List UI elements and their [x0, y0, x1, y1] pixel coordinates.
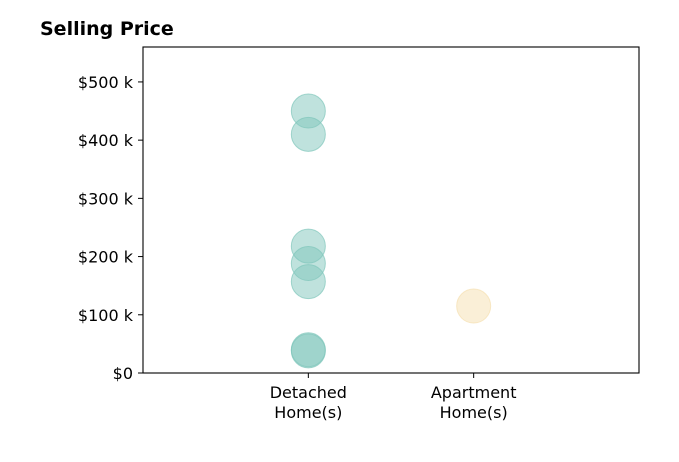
chart-title: Selling Price — [40, 18, 174, 40]
y-tick-label: $300 k — [78, 189, 134, 208]
x-axis: Detached Home(s) Apartment Home(s) — [270, 373, 517, 422]
x-tick-label: Apartment Home(s) — [431, 383, 517, 422]
y-tick-label: $0 — [113, 364, 133, 383]
y-tick-label: $500 k — [78, 73, 134, 92]
y-axis: $0 $100 k $200 k $300 k $400 k $500 k — [78, 73, 143, 383]
plot-frame — [142, 46, 640, 374]
data-point — [290, 333, 326, 369]
x-tick-label: Detached Home(s) — [270, 383, 347, 422]
data-points — [290, 93, 492, 369]
data-point — [290, 264, 326, 300]
data-point — [290, 116, 326, 152]
y-tick-label: $100 k — [78, 306, 134, 325]
y-tick-label: $200 k — [78, 248, 134, 267]
y-tick-label: $400 k — [78, 131, 134, 150]
data-point — [456, 288, 492, 324]
